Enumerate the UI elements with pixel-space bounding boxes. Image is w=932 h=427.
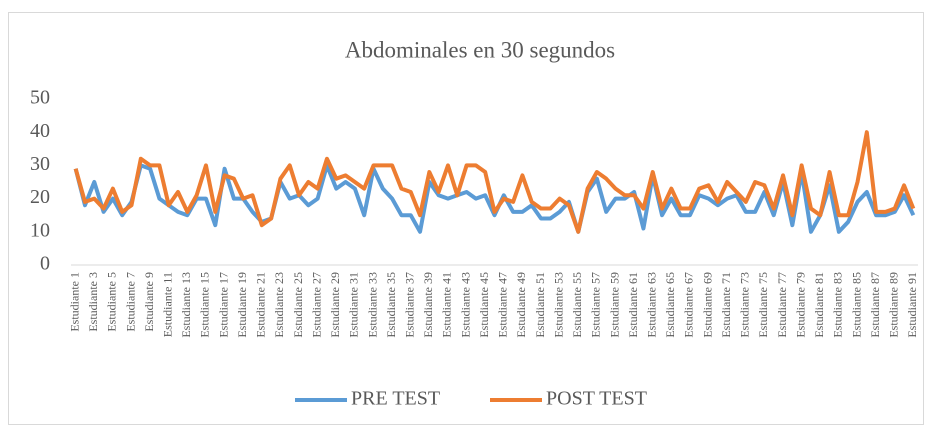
y-tick-label: 50 [30, 87, 50, 109]
x-tick-label: Estudiante 25 [291, 272, 305, 338]
chart-border [8, 12, 924, 425]
y-tick-label: 10 [30, 219, 50, 241]
x-tick-label: Estudiante 87 [868, 272, 882, 338]
x-tick-label: Estudiante 77 [775, 272, 789, 338]
x-tick-label: Estudiante 79 [793, 272, 807, 338]
x-tick-label: Estudiante 1 [67, 272, 81, 332]
x-tick-label: Estudiante 27 [309, 272, 323, 338]
x-tick-label: Estudiante 47 [496, 272, 510, 338]
x-tick-label: Estudiante 57 [589, 272, 603, 338]
x-tick-label: Estudiante 39 [421, 272, 435, 338]
x-tick-label: Estudiante 65 [663, 272, 677, 338]
x-tick-label: Estudiante 91 [905, 272, 919, 338]
x-tick-label: Estudiante 35 [384, 272, 398, 338]
x-tick-label: Estudiante 33 [365, 272, 379, 338]
x-tick-label: Estudiante 31 [347, 272, 361, 338]
x-tick-label: Estudiante 83 [831, 272, 845, 338]
x-tick-label: Estudiante 19 [235, 272, 249, 338]
legend-label: POST TEST [546, 388, 647, 410]
x-tick-label: Estudiante 49 [514, 272, 528, 338]
x-tick-label: Estudiante 45 [477, 272, 491, 338]
y-tick-label: 0 [40, 253, 50, 275]
x-tick-label: Estudiante 41 [440, 272, 454, 338]
x-tick-label: Estudiante 51 [533, 272, 547, 338]
legend-label: PRE TEST [351, 388, 440, 410]
chart-title: Abdominales en 30 segundos [345, 37, 615, 62]
line-series [73, 163, 916, 234]
x-tick-label: Estudiante 23 [272, 272, 286, 338]
x-tick-label: Estudiante 61 [626, 272, 640, 338]
x-tick-label: Estudiante 63 [644, 272, 658, 338]
line-series [73, 130, 916, 234]
x-tick-label: Estudiante 75 [756, 272, 770, 338]
x-tick-label: Estudiante 59 [607, 272, 621, 338]
x-tick-label: Estudiante 37 [402, 272, 416, 338]
x-tick-label: Estudiante 9 [142, 272, 156, 332]
x-tick-label: Estudiante 85 [849, 272, 863, 338]
x-tick-label: Estudiante 13 [179, 272, 193, 338]
x-tick-label: Estudiante 29 [328, 272, 342, 338]
y-tick-label: 30 [30, 153, 50, 175]
x-tick-label: Estudiante 69 [700, 272, 714, 338]
x-tick-label: Estudiante 55 [570, 272, 584, 338]
x-tick-label: Estudiante 67 [682, 272, 696, 338]
y-tick-label: 20 [30, 186, 50, 208]
x-tick-label: Estudiante 7 [123, 272, 137, 332]
x-tick-label: Estudiante 81 [812, 272, 826, 338]
x-tick-label: Estudiante 11 [160, 272, 174, 337]
x-tick-label: Estudiante 5 [105, 272, 119, 332]
x-tick-label: Estudiante 71 [719, 272, 733, 338]
x-tick-label: Estudiante 17 [216, 272, 230, 338]
x-tick-label: Estudiante 43 [458, 272, 472, 338]
x-tick-label: Estudiante 53 [551, 272, 565, 338]
y-tick-label: 40 [30, 120, 50, 142]
x-tick-label: Estudiante 3 [86, 272, 100, 332]
x-tick-label: Estudiante 89 [886, 272, 900, 338]
x-tick-label: Estudiante 73 [738, 272, 752, 338]
x-tick-label: Estudiante 21 [254, 272, 268, 338]
x-tick-label: Estudiante 15 [198, 272, 212, 338]
